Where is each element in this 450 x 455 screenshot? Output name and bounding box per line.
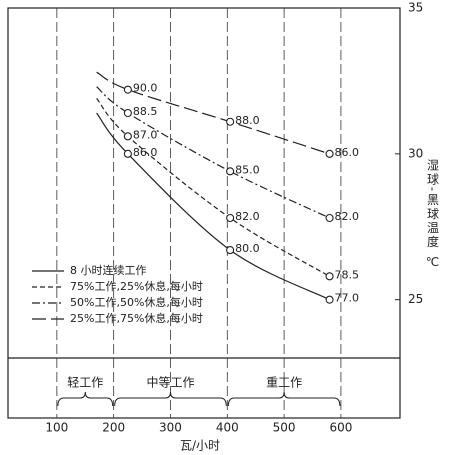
- work-level-label: 中等工作: [146, 375, 194, 390]
- value-label: 85.0: [235, 163, 260, 176]
- y-tick-label: 35: [408, 1, 423, 15]
- point-marker: [123, 108, 132, 118]
- work-level-label: 轻工作: [67, 376, 103, 390]
- value-label: 80.0: [235, 242, 260, 255]
- legend-label: 50%工作,50%休息,每小时: [70, 295, 203, 309]
- legend-label: 8 小时连续工作: [70, 263, 147, 277]
- point-marker: [123, 149, 132, 158]
- value-label: 86.0: [335, 146, 360, 159]
- legend-label: 25%工作,75%休息,每小时: [70, 311, 203, 325]
- legend-label: 75%工作,25%休息,每小时: [70, 279, 203, 293]
- point-marker: [325, 272, 334, 281]
- x-tick-label: 400: [216, 421, 239, 435]
- y-tick-label: 30: [408, 146, 423, 160]
- work-level-brace: [114, 391, 227, 407]
- series-line: [96, 112, 330, 301]
- point-marker: [325, 149, 334, 158]
- value-label: 86.0: [133, 146, 158, 159]
- value-label: 87.0: [133, 128, 158, 141]
- point-marker: [325, 213, 334, 223]
- y-tick-label: 25: [408, 292, 423, 306]
- value-label: 88.0: [235, 114, 260, 127]
- value-label: 82.0: [235, 210, 260, 223]
- x-tick-label: 500: [273, 421, 296, 435]
- y-axis-title: 湿球-黑球温度 ℃: [426, 157, 440, 271]
- x-tick-label: 600: [329, 421, 352, 435]
- value-label: 82.0: [335, 210, 360, 223]
- work-level-label: 重工作: [266, 376, 302, 390]
- point-marker: [226, 246, 235, 255]
- value-label: 78.5: [335, 268, 360, 281]
- point-marker: [226, 167, 235, 176]
- x-tick-label: 300: [159, 421, 182, 435]
- x-tick-label: 200: [102, 421, 125, 435]
- work-level-brace: [227, 391, 341, 407]
- frame: [7, 7, 401, 419]
- series-line: [96, 98, 330, 277]
- value-label: 88.5: [133, 105, 158, 118]
- series-line: [96, 71, 330, 155]
- series-line: [96, 86, 330, 219]
- point-marker: [123, 132, 132, 141]
- value-label: 77.0: [335, 292, 360, 305]
- work-level-brace: [57, 391, 114, 407]
- value-label: 90.0: [133, 82, 158, 95]
- x-axis-title: 瓦/小时: [180, 439, 220, 453]
- x-tick-label: 100: [45, 421, 68, 435]
- point-marker: [123, 85, 132, 94]
- point-marker: [226, 117, 235, 126]
- point-marker: [226, 213, 235, 223]
- point-marker: [325, 295, 334, 304]
